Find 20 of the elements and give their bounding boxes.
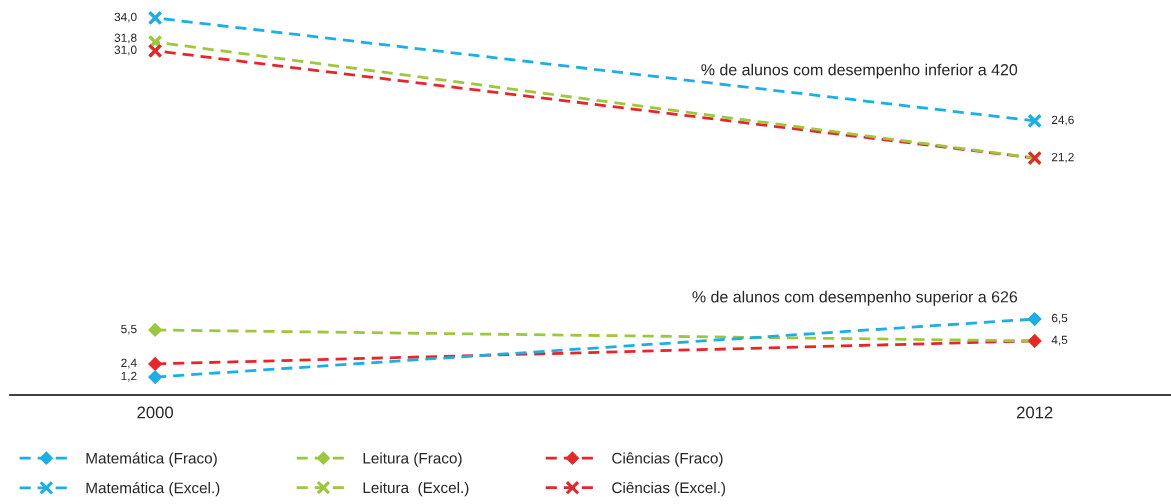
legend-label: Ciências (Fraco): [612, 452, 723, 467]
legend-label: Leitura (Excel.): [363, 481, 469, 497]
legend-label: Matemática (Excel.): [86, 481, 220, 497]
annotation: % de alunos com desempenho superior a 626: [692, 290, 1018, 306]
data-label: 1,2: [121, 371, 137, 382]
legend-label: Matemática (Fraco): [86, 452, 217, 467]
data-label: 5,5: [121, 324, 137, 335]
data-label: 34,0: [114, 12, 137, 23]
data-label: 6,5: [1051, 313, 1068, 324]
data-label: 31,0: [114, 45, 137, 56]
legend-label: Leitura (Fraco): [363, 452, 462, 467]
data-label: 31,8: [114, 33, 137, 44]
data-label: 2,4: [121, 358, 137, 369]
annotation: % de alunos com desempenho inferior a 420: [701, 63, 1018, 79]
x-tick-label: 2000: [137, 406, 174, 419]
data-label: 4,5: [1051, 335, 1068, 346]
legend-label: Ciências (Excel.): [612, 481, 726, 497]
data-label: 21,2: [1051, 152, 1074, 163]
data-label: 24,6: [1051, 115, 1074, 126]
x-tick-label: 2012: [1016, 406, 1053, 419]
